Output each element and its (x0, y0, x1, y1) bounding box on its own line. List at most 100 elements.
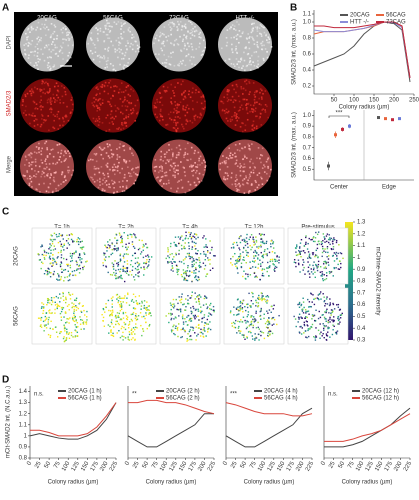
cell-dot (254, 276, 256, 278)
cell-dot (37, 253, 40, 255)
cell-dot (121, 52, 124, 55)
cell-dot (171, 265, 173, 267)
cell-dot (331, 319, 333, 321)
cell-dot (99, 102, 101, 105)
cell-dot (52, 190, 54, 193)
cell-dot (237, 313, 239, 316)
cell-dot (300, 238, 303, 241)
cell-dot (249, 35, 251, 38)
cell-dot (198, 36, 201, 38)
cell-dot (121, 237, 123, 240)
cell-dot (236, 178, 238, 181)
cell-dot (114, 237, 116, 239)
cell-dot (261, 255, 264, 257)
cell-dot (103, 40, 105, 43)
cell-dot (263, 268, 266, 271)
cell-dot (134, 295, 137, 298)
x-tick-label: 50 (338, 460, 347, 469)
cell-dot (257, 257, 259, 259)
cell-dot (185, 320, 187, 323)
cell-dot (202, 250, 205, 253)
cell-dot (170, 52, 172, 54)
cell-dot (186, 324, 189, 326)
cell-dot (80, 247, 83, 249)
cell-dot (233, 114, 236, 116)
cell-dot (212, 309, 215, 311)
cell-dot (309, 264, 311, 266)
cell-dot (337, 316, 339, 318)
cell-dot (186, 252, 189, 255)
cell-dot (147, 265, 149, 268)
cell-dot (117, 249, 119, 251)
cell-dot (256, 35, 259, 37)
cell-dot (170, 261, 172, 263)
cell-dot (108, 247, 110, 249)
cell-dot (182, 98, 185, 101)
cell-dot (198, 181, 201, 183)
cell-dot (300, 304, 302, 307)
cell-dot (315, 309, 317, 311)
cell-dot (121, 245, 124, 248)
cell-dot (188, 245, 190, 247)
cell-dot (132, 313, 134, 315)
cell-dot (50, 174, 53, 176)
cell-dot (247, 246, 249, 249)
cell-dot (178, 64, 180, 67)
cell-dot (265, 242, 268, 244)
cell-dot (182, 321, 185, 323)
cell-dot (324, 248, 326, 250)
cell-dot (119, 42, 122, 45)
cell-dot (269, 330, 272, 332)
cell-dot (238, 149, 241, 152)
cell-dot (69, 317, 71, 319)
cell-dot (189, 318, 191, 320)
cell-dot (57, 128, 60, 130)
cell-dot (50, 299, 53, 302)
cell-dot (56, 115, 59, 118)
y-tick-label: 0.8 (303, 36, 312, 42)
cell-dot (322, 323, 324, 325)
colorbar-tick-label: 0.5 (357, 314, 366, 320)
cell-dot (257, 55, 260, 58)
cell-dot (260, 238, 262, 240)
cell-dot (162, 85, 165, 88)
cell-dot (122, 267, 125, 269)
cell-dot (54, 25, 57, 28)
cell-dot (259, 32, 261, 35)
cell-dot (71, 259, 74, 262)
cell-dot (322, 233, 325, 235)
series-line (313, 21, 411, 79)
cell-dot (67, 265, 69, 267)
cell-dot (237, 188, 239, 191)
cell-dot (185, 271, 187, 274)
cell-dot (126, 316, 129, 318)
cell-dot (189, 257, 191, 260)
cell-dot (110, 97, 112, 100)
cell-dot (298, 331, 301, 333)
cell-dot (322, 293, 324, 295)
cell-dot (319, 271, 322, 273)
cell-dot (321, 314, 323, 316)
series-line (29, 402, 117, 440)
cell-dot (33, 101, 36, 104)
cell-dot (179, 309, 182, 311)
cell-dot (257, 263, 260, 265)
cell-dot (136, 99, 139, 102)
cell-dot (314, 237, 317, 239)
cell-dot (173, 307, 175, 309)
cell-dot (332, 240, 334, 242)
cell-dot (126, 263, 129, 265)
cell-dot (192, 258, 195, 260)
cell-dot (31, 40, 34, 42)
cell-dot (71, 108, 74, 111)
cell-dot (194, 149, 196, 152)
cell-dot (231, 84, 234, 87)
cell-dot (34, 107, 36, 110)
cell-dot (298, 306, 301, 308)
cell-dot (120, 308, 123, 310)
cell-dot (191, 265, 193, 268)
cell-dot (125, 249, 128, 251)
cell-dot (338, 260, 341, 262)
cell-dot (190, 29, 193, 31)
cell-dot (189, 233, 192, 236)
